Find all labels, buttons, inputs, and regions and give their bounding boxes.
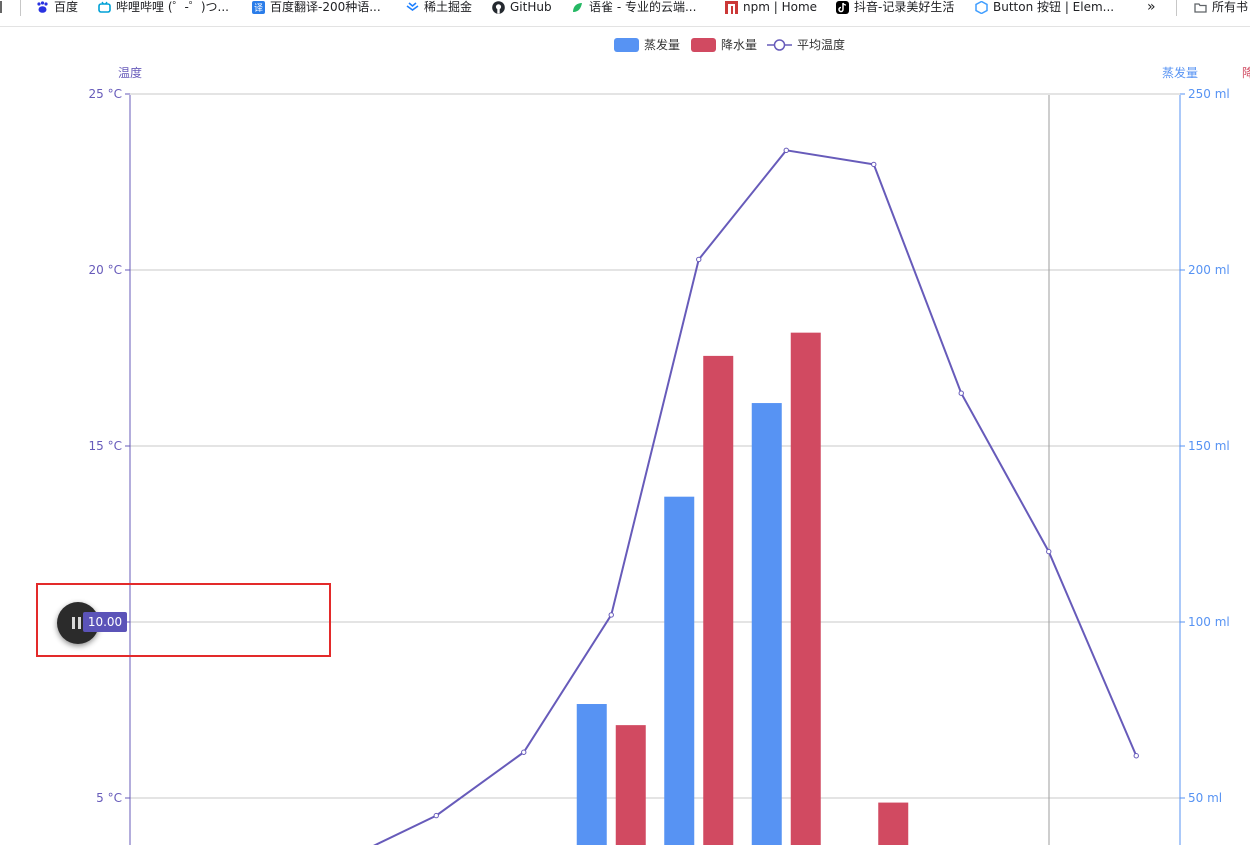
y-right-tick-label: 200 ml — [1188, 263, 1230, 277]
bookmark-label: Button 按钮 | Elem... — [993, 0, 1114, 14]
bookmark-label: 抖音-记录美好生活 — [854, 0, 954, 14]
bookmark-juejin[interactable]: 稀土掘金 — [406, 0, 472, 14]
temperature-point — [697, 257, 701, 261]
y-right-tick-label: 50 ml — [1188, 791, 1222, 805]
bookmark-npm[interactable]: npm | Home — [725, 0, 817, 14]
bookmark-label: 稀土掘金 — [424, 0, 472, 14]
temperature-point — [1047, 549, 1051, 553]
legend-label: 蒸发量 — [644, 37, 680, 52]
bookmark-douyin[interactable]: 抖音-记录美好生活 — [836, 0, 954, 14]
legend-swatch — [614, 38, 639, 52]
bar-evaporation — [664, 497, 694, 845]
y-left-tick-label: 25 °C — [89, 87, 122, 101]
douyin-icon — [836, 1, 849, 14]
y-right-tick-label: 100 ml — [1188, 615, 1230, 629]
temperature-point — [609, 613, 613, 617]
y-right-tick-label: 150 ml — [1188, 439, 1230, 453]
bookmark-label: 语雀 - 专业的云端... — [589, 0, 696, 14]
bookmark-baidu-translate[interactable]: 译 百度翻译-200种语... — [252, 0, 381, 14]
legend-swatch-dot — [775, 40, 785, 50]
svg-text:译: 译 — [254, 3, 263, 14]
bar-precipitation — [878, 803, 908, 845]
legend-label: 降水量 — [721, 38, 757, 52]
legend: 蒸发量 降水量 平均温度 — [614, 37, 845, 52]
bookmarks-divider — [20, 0, 21, 16]
element-hexagon-icon — [975, 1, 988, 14]
value-badge: 10.00 — [83, 612, 127, 632]
temperature-line-path — [174, 150, 1137, 845]
temperature-point — [522, 750, 526, 754]
pause-icon — [78, 617, 81, 629]
temperature-line — [172, 148, 1139, 845]
all-bookmarks-label: 所有书 — [1212, 0, 1248, 14]
gridlines — [130, 94, 1180, 845]
bookmark-label: GitHub — [510, 0, 552, 14]
bilibili-tv-icon — [98, 1, 111, 14]
chevron-double-right-icon: » — [1147, 0, 1156, 14]
yuque-bird-icon — [571, 1, 584, 14]
legend-swatch — [691, 38, 716, 52]
legend-label: 平均温度 — [797, 37, 845, 52]
github-icon — [492, 1, 505, 14]
bookmarks-overflow-button[interactable]: » — [1147, 0, 1156, 14]
bookmark-github[interactable]: GitHub — [492, 0, 552, 14]
bookmark-label: 哔哩哔哩 (゜-゜)つ... — [116, 0, 229, 14]
y-right-tick-label: 250 ml — [1188, 87, 1230, 101]
y-left-tick-label: 15 °C — [89, 439, 122, 453]
bookmark-element-button[interactable]: Button 按钮 | Elem... — [975, 0, 1114, 14]
bookmark-yuque[interactable]: 语雀 - 专业的云端... — [571, 0, 696, 14]
temperature-point — [872, 162, 876, 166]
temperature-point — [959, 391, 963, 395]
npm-icon — [725, 1, 738, 14]
folder-icon — [1194, 1, 1207, 14]
y-right-axis-name: 蒸发量 — [1162, 65, 1198, 80]
baidu-paw-icon — [36, 1, 49, 14]
y-left-axis-name: 温度 — [118, 65, 142, 80]
bookmark-label: 百度 — [54, 0, 78, 14]
y-right-offset-axis-name: 降 — [1242, 66, 1250, 80]
bookmark-label: 百度翻译-200种语... — [270, 0, 381, 14]
bar-precipitation — [791, 333, 821, 845]
temperature-point — [1134, 754, 1138, 758]
bookmark-bilibili[interactable]: 哔哩哔哩 (゜-゜)つ... — [98, 0, 229, 14]
y-left-tick-label: 20 °C — [89, 263, 122, 277]
pause-icon — [72, 617, 75, 629]
y-left-tick-label: 5 °C — [96, 791, 122, 805]
juejin-icon — [406, 1, 419, 14]
bar-precipitation — [703, 356, 733, 845]
bar-evaporation — [577, 704, 607, 845]
all-bookmarks-button[interactable]: 所有书 — [1194, 0, 1248, 14]
bars — [577, 333, 909, 845]
bookmarks-divider — [1176, 0, 1177, 16]
bar-precipitation — [616, 725, 646, 845]
bookmarks-bar: 百度 哔哩哔哩 (゜-゜)つ... 译 百度翻译-200种语... 稀土掘金 G… — [0, 0, 1250, 27]
bookmark-label: npm | Home — [743, 0, 817, 14]
bar-evaporation — [752, 403, 782, 845]
apps-grid-icon[interactable] — [0, 1, 2, 13]
bookmark-baidu[interactable]: 百度 — [36, 0, 78, 14]
temperature-point — [434, 813, 438, 817]
translate-icon: 译 — [252, 1, 265, 14]
temperature-point — [784, 148, 788, 152]
